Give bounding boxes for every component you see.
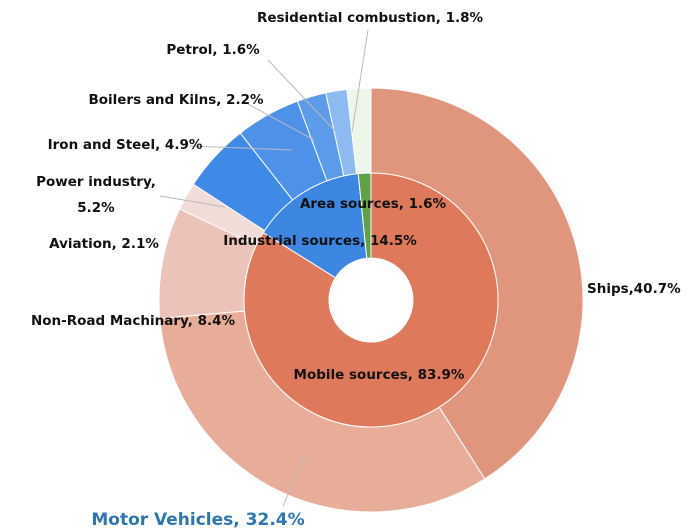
slice-label: Ships,40.7% — [587, 281, 681, 297]
slice-label: Area sources, 1.6% — [300, 196, 447, 212]
slice-label: Iron and Steel, 4.9% — [48, 137, 203, 153]
label-line: Petrol, 1.6% — [166, 42, 260, 58]
label-line: Area sources, 1.6% — [300, 196, 447, 212]
slice-label: Mobile sources, 83.9% — [294, 367, 465, 383]
label-line: Motor Vehicles, 32.4% — [91, 510, 304, 530]
slice-label: Motor Vehicles, 32.4% — [91, 510, 304, 530]
leader-line — [159, 195, 226, 208]
leader-line — [351, 29, 369, 133]
slice-label: Industrial sources, 14.5% — [223, 233, 417, 249]
label-line: Power industry, — [36, 174, 156, 190]
label-line: Aviation, 2.1% — [49, 236, 159, 252]
label-line: Non-Road Machinary, 8.4% — [31, 313, 236, 329]
label-line: Iron and Steel, 4.9% — [48, 137, 203, 153]
slice-label: Petrol, 1.6% — [166, 42, 260, 58]
slice — [243, 172, 499, 428]
leader-line — [247, 103, 315, 141]
leader-line — [282, 454, 306, 507]
label-line: Residential combustion, 1.8% — [257, 10, 484, 26]
slice-label: Aviation, 2.1% — [49, 236, 159, 252]
label-line: Ships,40.7% — [587, 281, 681, 297]
slice-label: Boilers and Kilns, 2.2% — [88, 92, 264, 108]
slice-label: Residential combustion, 1.8% — [257, 10, 484, 26]
label-line: Mobile sources, 83.9% — [294, 367, 465, 383]
label-line: 5.2% — [77, 200, 115, 216]
label-line: Boilers and Kilns, 2.2% — [88, 92, 264, 108]
slice-label: Power industry, 5.2% — [36, 174, 156, 216]
leader-line — [267, 59, 337, 133]
label-line: Industrial sources, 14.5% — [223, 233, 417, 249]
slice — [262, 173, 368, 279]
slice-label: Non-Road Machinary, 8.4% — [31, 313, 236, 329]
leader-line — [189, 145, 293, 151]
slice — [357, 172, 372, 259]
